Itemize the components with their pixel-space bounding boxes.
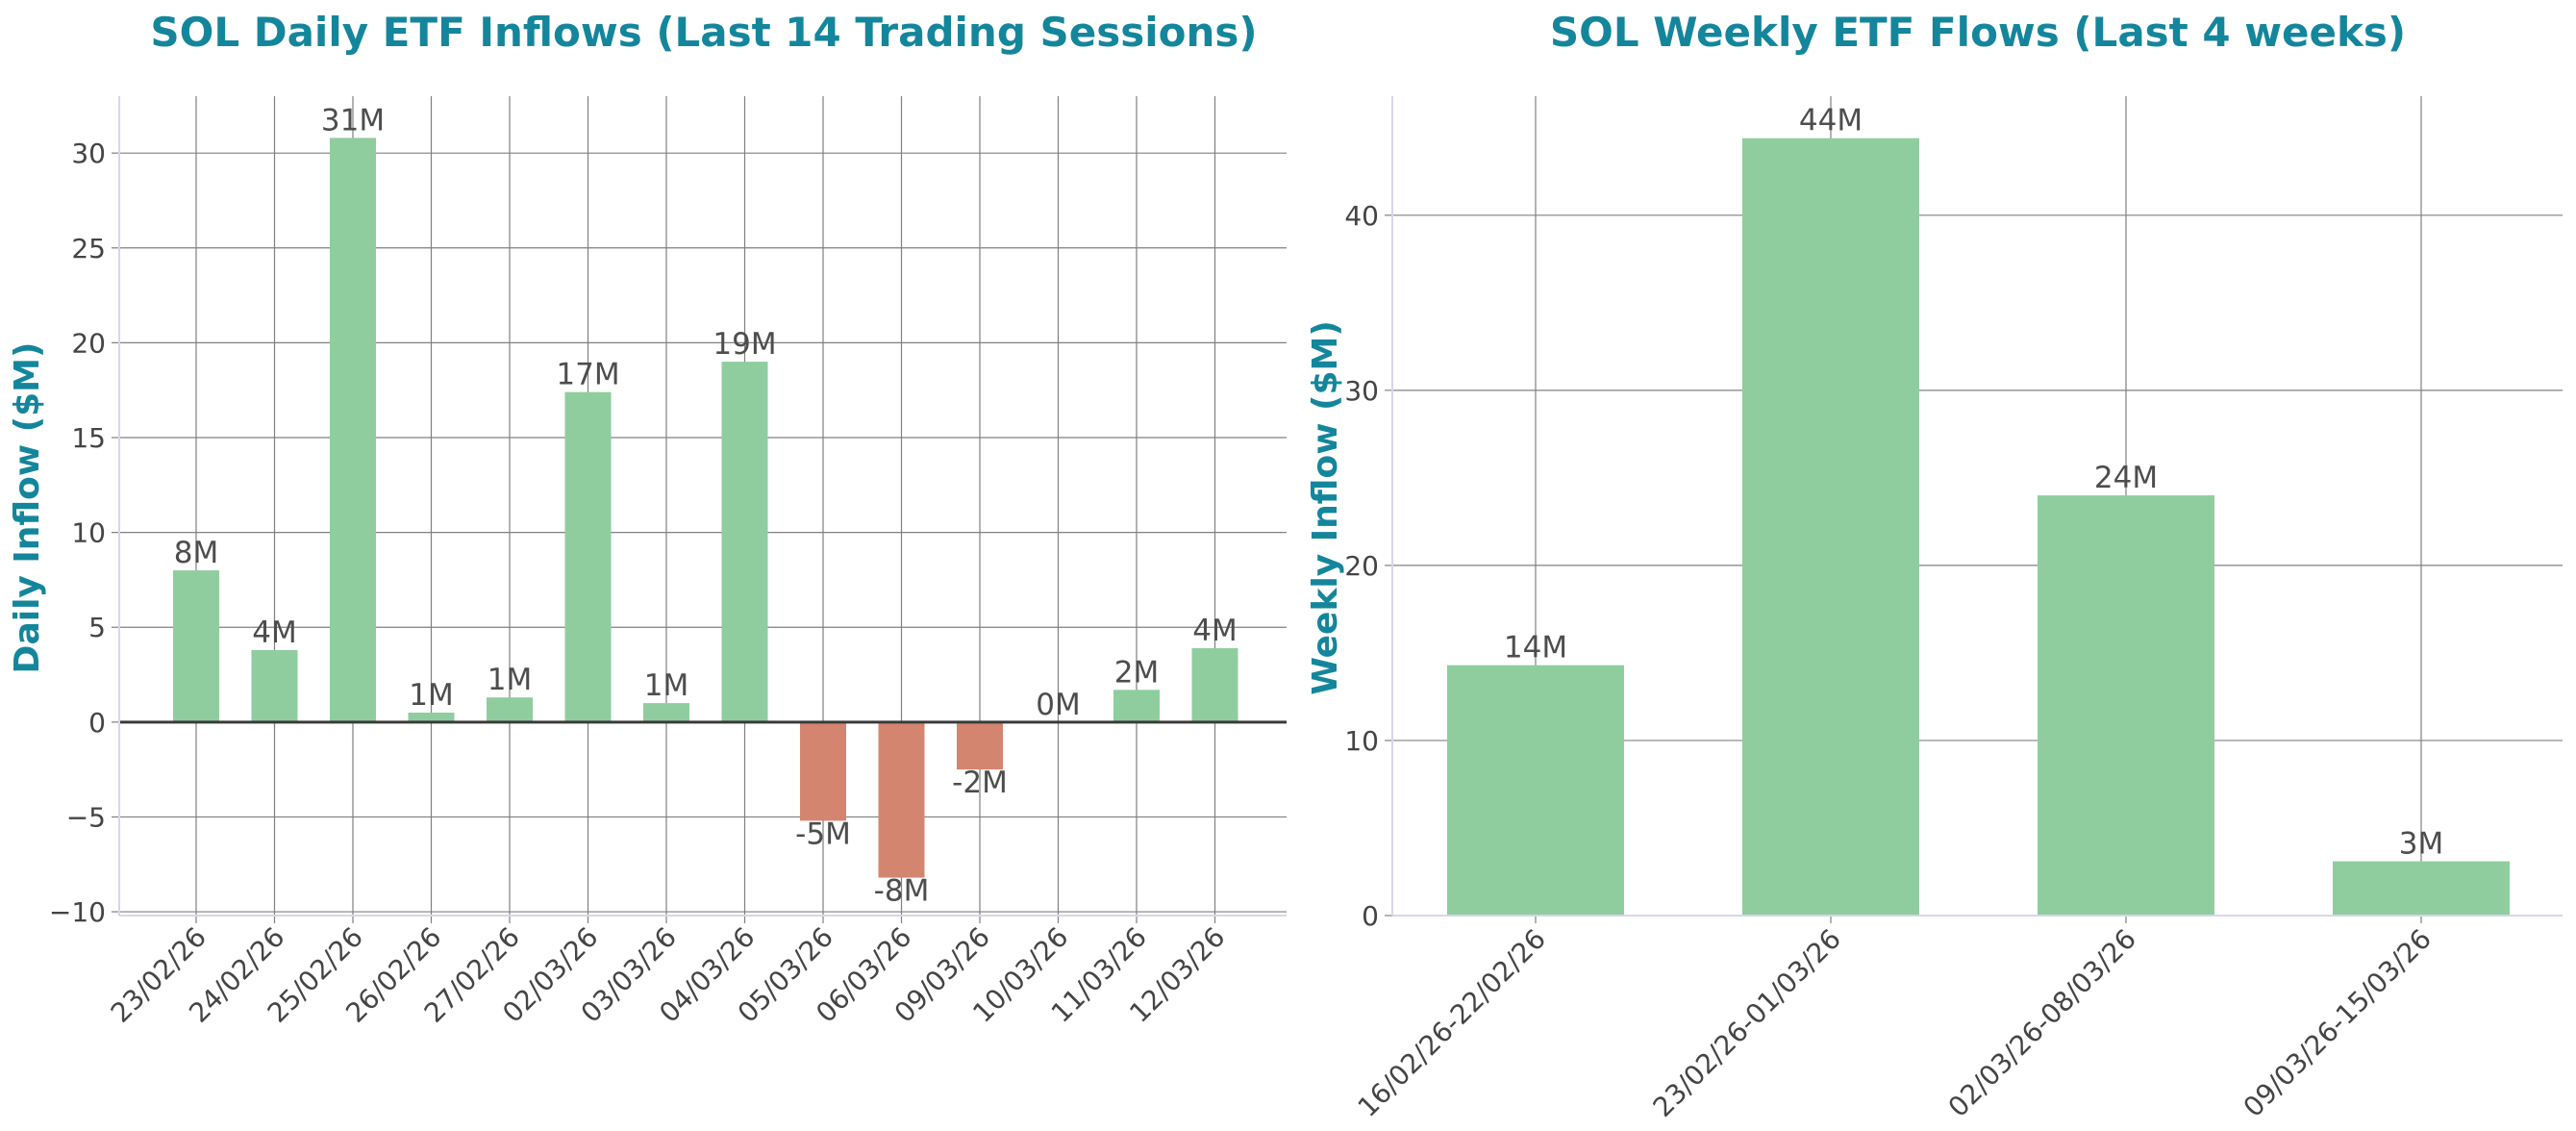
- daily-bar: [1113, 690, 1160, 722]
- daily-bar: [173, 570, 219, 722]
- daily-bar: [408, 712, 455, 722]
- daily-data-label: 8M: [174, 536, 218, 570]
- weekly-bar: [2333, 861, 2510, 916]
- daily-y-tick-label: 20: [71, 327, 106, 359]
- weekly-data-label: 44M: [1799, 104, 1863, 138]
- daily-bar: [800, 721, 846, 821]
- daily-data-label: 4M: [1192, 614, 1237, 648]
- weekly-y-tick-label: 10: [1344, 725, 1379, 757]
- daily-y-tick-label: 0: [88, 707, 106, 739]
- weekly-data-label: 14M: [1504, 631, 1567, 666]
- weekly-x-tick-label: 02/03/26-08/03/26: [1942, 923, 2142, 1123]
- weekly-x-tick-label: 16/02/26-22/02/26: [1352, 923, 1552, 1123]
- weekly-bar: [1742, 138, 1919, 916]
- daily-data-label: -8M: [874, 874, 930, 909]
- weekly-chart-title: SOL Weekly ETF Flows (Last 4 weeks): [1550, 9, 2406, 56]
- daily-data-label: 1M: [409, 678, 453, 713]
- daily-bar: [957, 721, 1003, 770]
- weekly-bar: [1447, 665, 1624, 916]
- daily-data-label: 31M: [321, 103, 385, 138]
- daily-bars: [173, 138, 1238, 878]
- daily-bar: [251, 649, 298, 722]
- daily-data-label: -5M: [795, 817, 851, 851]
- daily-y-tick-label: 25: [71, 233, 106, 264]
- daily-bar: [487, 697, 533, 722]
- weekly-flows-chart: SOL Weekly ETF Flows (Last 4 weeks) Week…: [1306, 9, 2563, 1123]
- weekly-x-tick-label: 09/03/26-15/03/26: [2238, 923, 2438, 1123]
- daily-data-label: 4M: [252, 616, 296, 650]
- weekly-data-label: 3M: [2399, 827, 2443, 862]
- daily-y-tick-label: −10: [49, 896, 106, 928]
- daily-y-tick-label: 5: [88, 612, 106, 643]
- daily-data-label: 1M: [644, 668, 688, 703]
- daily-y-axis-label: Daily Inflow ($M): [8, 342, 47, 674]
- daily-data-label: 2M: [1114, 655, 1159, 690]
- weekly-y-tick-label: 20: [1344, 550, 1379, 582]
- daily-y-tick-label: 30: [71, 138, 106, 169]
- daily-data-label: -2M: [952, 766, 1008, 800]
- daily-chart-title: SOL Daily ETF Inflows (Last 14 Trading S…: [150, 9, 1257, 56]
- weekly-x-tick-label: 23/02/26-01/03/26: [1647, 923, 1847, 1123]
- daily-data-label: 1M: [488, 663, 532, 697]
- daily-bar: [564, 391, 612, 722]
- daily-bar: [330, 138, 376, 722]
- daily-grid: [112, 96, 1287, 923]
- weekly-bars: [1447, 138, 2510, 916]
- weekly-data-label: 24M: [2094, 461, 2158, 495]
- daily-bar: [1191, 647, 1238, 722]
- daily-inflows-chart: SOL Daily ETF Inflows (Last 14 Trading S…: [8, 9, 1287, 1029]
- weekly-y-tick-label: 40: [1344, 200, 1379, 232]
- daily-y-tick-label: 15: [71, 422, 106, 454]
- weekly-y-tick-label: 0: [1362, 900, 1379, 932]
- daily-bar: [878, 721, 925, 878]
- daily-y-tick-label: 10: [71, 517, 106, 549]
- daily-bar: [643, 703, 689, 722]
- daily-bar: [721, 362, 768, 722]
- daily-y-tick-label: −5: [66, 801, 106, 833]
- weekly-bar: [2038, 495, 2214, 916]
- daily-data-label: 19M: [713, 327, 776, 362]
- daily-data-label: 17M: [556, 358, 619, 392]
- daily-data-label: 0M: [1036, 688, 1080, 722]
- weekly-y-axis-label: Weekly Inflow ($M): [1306, 320, 1345, 695]
- weekly-y-tick-label: 30: [1344, 375, 1379, 407]
